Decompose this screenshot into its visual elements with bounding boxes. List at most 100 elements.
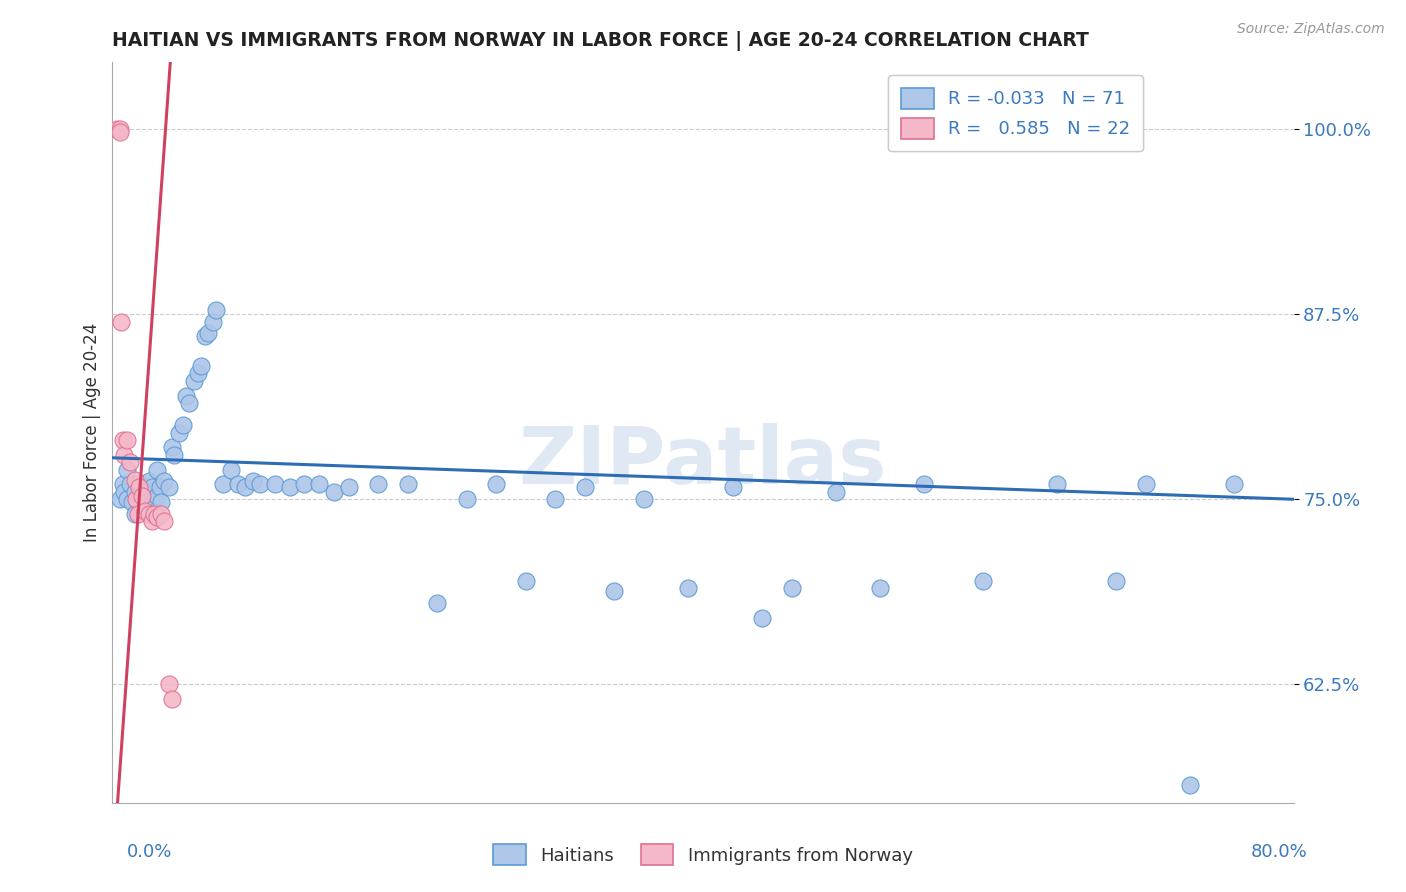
Point [150,495,173,509]
Point [242,475,264,489]
Point [1178,778,1201,792]
Point [150,507,173,521]
Text: 0.0%: 0.0% [127,843,172,861]
Point [142,492,165,507]
Point [149,480,172,494]
Point [201,314,224,328]
Point [141,515,163,529]
Text: ZIPatlas: ZIPatlas [519,423,887,501]
Point [111,477,134,491]
Point [174,389,197,403]
Point [603,584,626,599]
Point [117,433,138,447]
Point [426,596,449,610]
Point [292,477,315,491]
Point [108,492,131,507]
Point [869,581,891,595]
Point [396,477,419,491]
Point [153,475,176,489]
Point [141,480,163,494]
Point [128,480,150,494]
Point [135,495,157,509]
Point [131,489,153,503]
Point [131,484,153,499]
Point [172,418,194,433]
Point [914,477,936,491]
Point [183,374,205,388]
Point [111,433,134,447]
Point [121,495,143,509]
Point [751,611,773,625]
Point [323,484,346,499]
Point [138,507,160,521]
Point [160,441,183,455]
Point [125,492,148,507]
Point [128,477,150,491]
Point [1223,477,1246,491]
Point [112,448,135,462]
Point [367,477,389,491]
Point [124,484,146,499]
Point [134,504,156,518]
Point [117,492,138,507]
Point [179,396,201,410]
Point [485,477,508,491]
Point [456,492,478,507]
Point [124,507,146,521]
Point [824,484,846,499]
Y-axis label: In Labor Force | Age 20-24: In Labor Force | Age 20-24 [83,323,101,542]
Point [780,581,803,595]
Point [163,448,186,462]
Point [678,581,700,595]
Point [249,477,271,491]
Point [212,477,235,491]
Point [633,492,655,507]
Point [110,314,132,328]
Point [1105,574,1128,588]
Point [112,484,135,499]
Point [160,692,183,706]
Point [190,359,212,373]
Point [278,480,301,494]
Point [1046,477,1069,491]
Point [146,489,169,503]
Point [134,480,156,494]
Point [138,507,160,521]
Point [117,462,138,476]
Point [127,507,149,521]
Point [167,425,190,440]
Legend: Haitians, Immigrants from Norway: Haitians, Immigrants from Norway [484,835,922,874]
Point [337,480,360,494]
Point [105,122,128,136]
Point [108,122,131,136]
Text: 80.0%: 80.0% [1251,843,1308,861]
Point [108,125,131,139]
Point [308,477,330,491]
Point [153,515,176,529]
Point [157,480,180,494]
Point [219,462,242,476]
Point [146,510,169,524]
Point [515,574,537,588]
Legend: R = -0.033   N = 71, R =   0.585   N = 22: R = -0.033 N = 71, R = 0.585 N = 22 [889,75,1143,151]
Point [544,492,567,507]
Text: HAITIAN VS IMMIGRANTS FROM NORWAY IN LABOR FORCE | AGE 20-24 CORRELATION CHART: HAITIAN VS IMMIGRANTS FROM NORWAY IN LAB… [112,30,1090,51]
Point [187,367,209,381]
Point [1135,477,1157,491]
Point [157,677,180,691]
Point [120,477,142,491]
Point [574,480,596,494]
Point [138,475,160,489]
Point [226,477,249,491]
Point [264,477,287,491]
Point [197,326,219,341]
Point [124,473,146,487]
Text: Source: ZipAtlas.com: Source: ZipAtlas.com [1237,22,1385,37]
Point [120,455,142,469]
Point [194,329,217,343]
Point [205,302,228,317]
Point [142,507,165,521]
Point [233,480,256,494]
Point [973,574,995,588]
Point [721,480,744,494]
